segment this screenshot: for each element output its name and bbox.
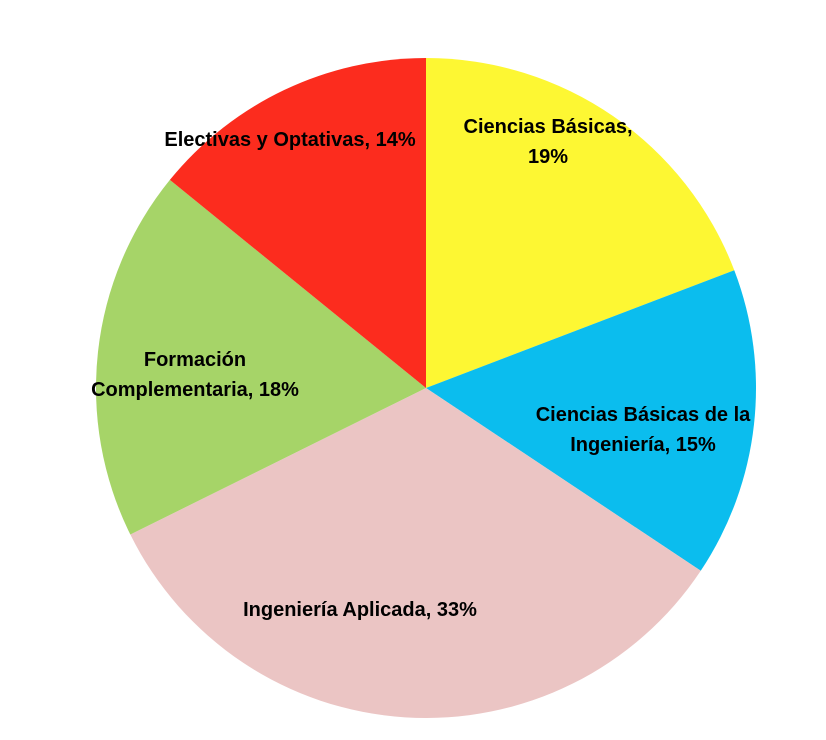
value-label: 15% xyxy=(675,434,716,456)
category-label: Ingeniería Aplicada, xyxy=(243,599,432,621)
slice-label: Formación Complementaria, 18% xyxy=(65,345,325,405)
category-label: Electivas y Optativas, xyxy=(164,129,371,151)
value-label: 33% xyxy=(436,599,477,621)
pie-slice xyxy=(426,58,735,388)
value-label: 14% xyxy=(375,129,416,151)
slice-label: Electivas y Optativas, 14% xyxy=(158,125,423,155)
category-label: Ciencias Básicas, xyxy=(463,116,633,138)
slice-label: Ingeniería Aplicada, 33% xyxy=(235,595,485,625)
category-label: Formación Complementaria, xyxy=(91,349,254,401)
slice-label: Ciencias Básicas, 19% xyxy=(443,112,653,172)
value-label: 19% xyxy=(527,146,569,168)
pie-slice xyxy=(96,179,426,535)
pie-slice xyxy=(130,388,701,718)
pie-slice xyxy=(426,270,756,571)
pie-slice xyxy=(169,58,426,388)
value-label: 18% xyxy=(258,379,299,401)
slice-label: Ciencias Básicas de la Ingeniería, 15% xyxy=(508,400,778,460)
category-label: Ciencias Básicas de la Ingeniería, xyxy=(535,404,751,456)
